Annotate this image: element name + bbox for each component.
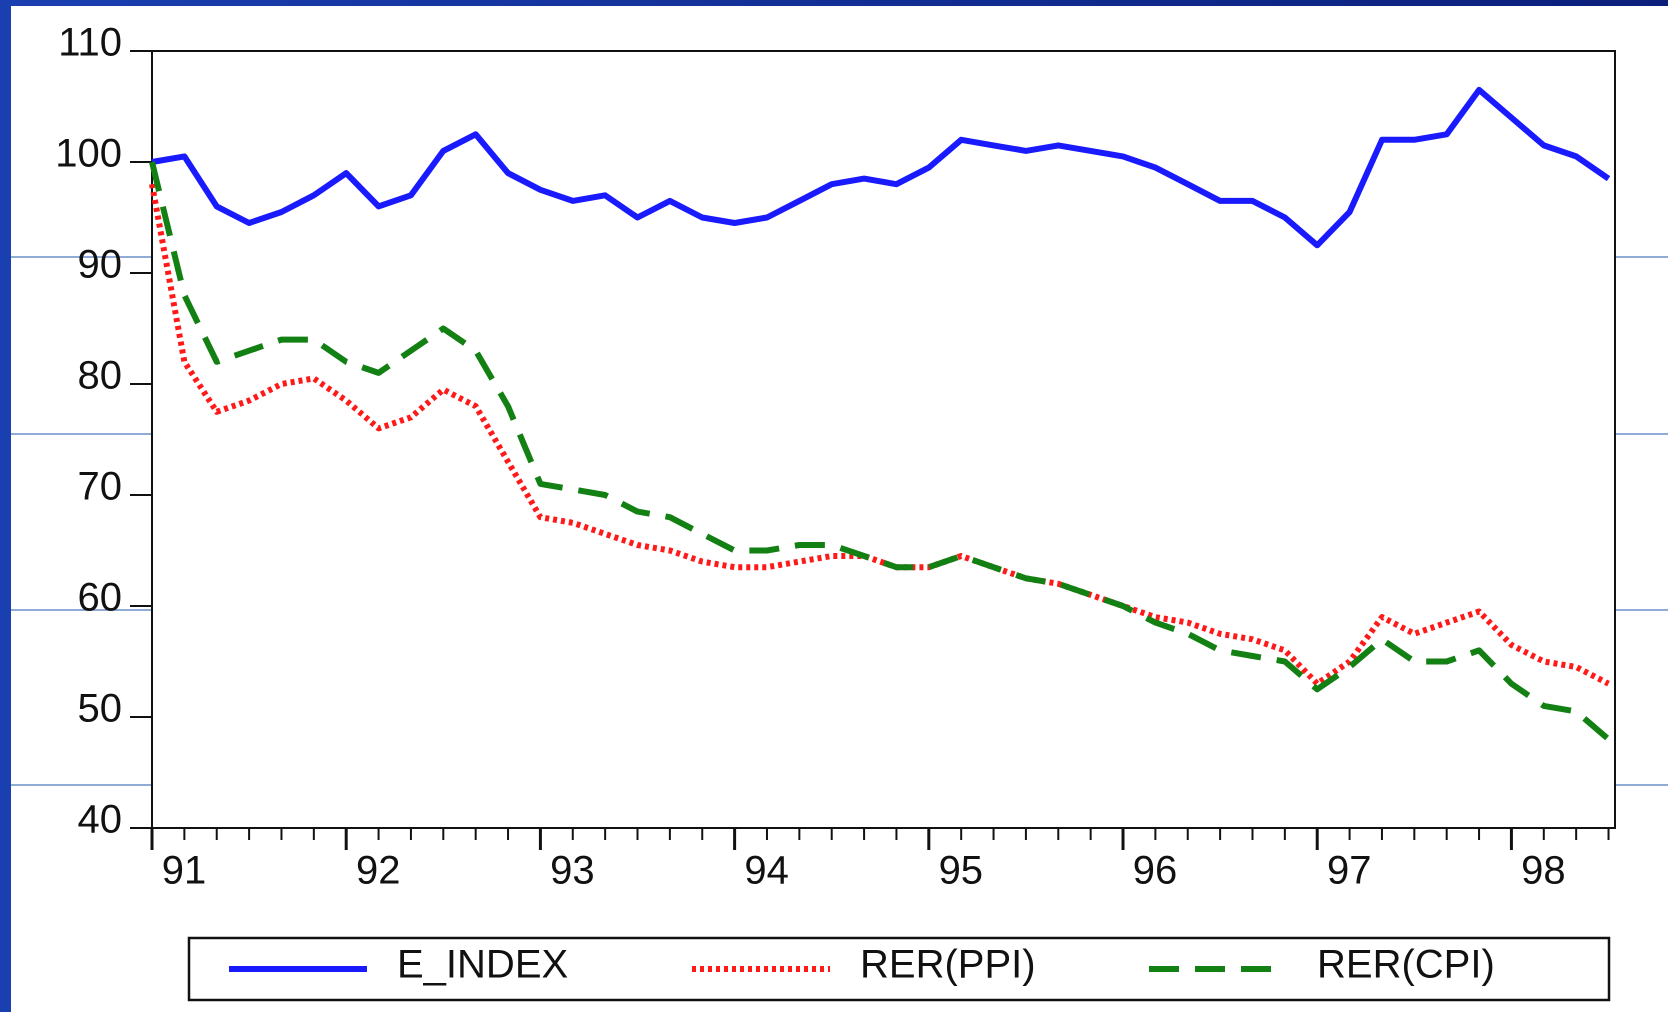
y-tick-label: 100 bbox=[55, 132, 122, 176]
y-tick-label: 60 bbox=[78, 576, 123, 620]
x-tick-label: 96 bbox=[1133, 849, 1178, 893]
y-tick-label: 40 bbox=[78, 798, 123, 842]
legend-box bbox=[187, 936, 1611, 1002]
y-tick-label: 50 bbox=[78, 687, 123, 731]
series-line bbox=[149, 161, 1611, 742]
plot-area bbox=[151, 50, 1616, 829]
chart: 40 50 60 70 80 90 100 110 91 92 93 94 95 96 97 98 E_INDE… bbox=[55, 21, 1616, 1002]
x-tick-label: 92 bbox=[356, 849, 401, 893]
legend-label: E_INDEX bbox=[397, 943, 568, 987]
x-tick-label: 95 bbox=[939, 849, 984, 893]
legend-label: RER(CPI) bbox=[1317, 943, 1495, 987]
legend-label: RER(PPI) bbox=[860, 943, 1036, 987]
series-line bbox=[149, 183, 1610, 687]
x-tick-label: 97 bbox=[1327, 849, 1372, 893]
x-tick-label: 98 bbox=[1521, 849, 1566, 893]
x-tick-label: 93 bbox=[550, 849, 595, 893]
x-tick-label: 91 bbox=[162, 849, 207, 893]
y-tick-label: 90 bbox=[78, 243, 123, 287]
y-tick-label: 80 bbox=[78, 354, 123, 398]
series-line bbox=[151, 86, 1611, 249]
legend: E_INDEX RER(PPI) RER(CPI) bbox=[187, 936, 1611, 1002]
y-tick-label: 70 bbox=[78, 465, 123, 509]
x-tick-label: 94 bbox=[744, 849, 789, 893]
y-tick-label: 110 bbox=[58, 21, 122, 65]
